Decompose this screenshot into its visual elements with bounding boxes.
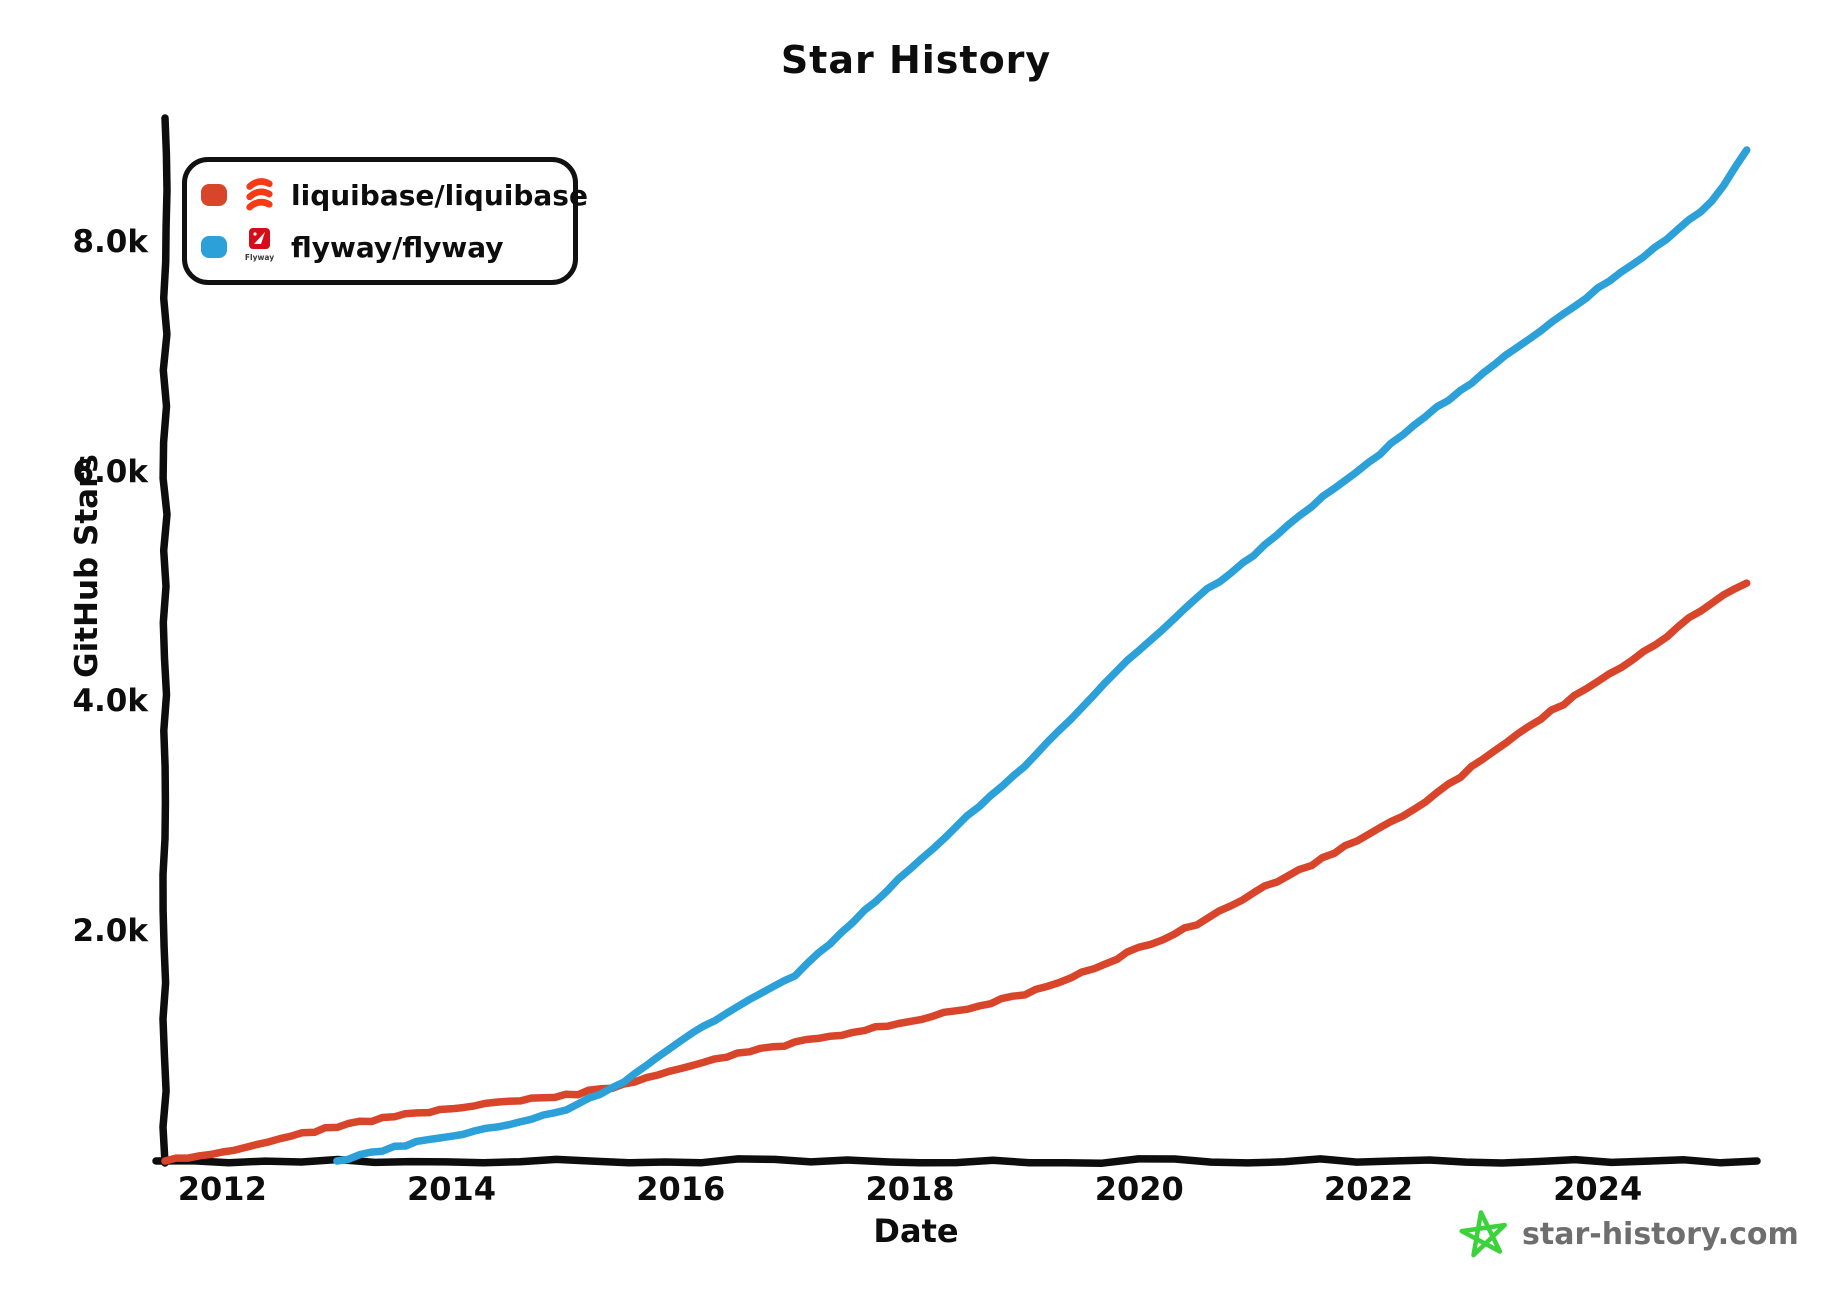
x-tick-label-2016: 2016 xyxy=(636,1170,726,1208)
liquibase-color-swatch xyxy=(201,184,227,206)
y-tick-label-8.0k: 8.0k xyxy=(72,223,148,260)
x-axis-line xyxy=(152,1155,1761,1167)
x-tick-label-2024: 2024 xyxy=(1553,1170,1643,1208)
y-tick-label-4.0k: 4.0k xyxy=(72,683,148,720)
legend-item-flyway: Flyway flyway/flyway xyxy=(201,225,573,269)
footer-site-link[interactable]: star-history.com xyxy=(1522,1216,1799,1252)
x-axis-label: Date xyxy=(873,1212,959,1250)
legend-item-liquibase: liquibase/liquibase xyxy=(201,173,588,217)
series-line-liquibase xyxy=(161,579,1751,1165)
x-tick-label-2020: 2020 xyxy=(1094,1170,1184,1208)
legend-label-flyway: flyway/flyway xyxy=(291,230,504,264)
x-tick-label-2018: 2018 xyxy=(865,1170,955,1208)
series-line-flyway xyxy=(333,146,1751,1165)
x-tick-label-2022: 2022 xyxy=(1323,1170,1413,1208)
legend-label-liquibase: liquibase/liquibase xyxy=(291,178,588,212)
y-tick-label-2.0k: 2.0k xyxy=(72,913,148,950)
flyway-color-swatch xyxy=(201,236,227,258)
y-axis-line xyxy=(159,114,171,1167)
x-tick-label-2012: 2012 xyxy=(177,1170,267,1208)
chart-title: Star History xyxy=(780,38,1052,82)
footer-branding[interactable]: star-history.com xyxy=(1458,1208,1799,1260)
y-tick-label-6.0k: 6.0k xyxy=(72,453,148,490)
svg-text:Flyway: Flyway xyxy=(245,253,274,262)
star-icon xyxy=(1455,1205,1514,1264)
x-tick-label-2014: 2014 xyxy=(407,1170,497,1208)
flyway-logo-icon: Flyway xyxy=(239,227,279,267)
liquibase-logo-icon xyxy=(239,175,279,215)
legend: liquibase/liquibase Flyway flyway/flyway xyxy=(182,157,588,285)
